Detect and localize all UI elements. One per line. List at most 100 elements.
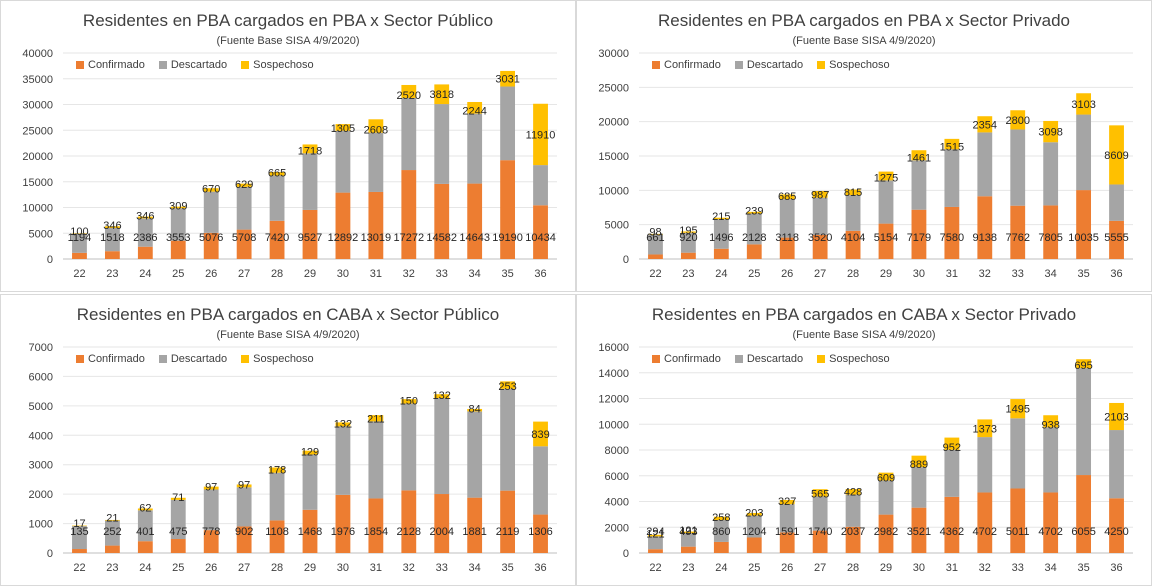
x-tick-label: 30 (913, 268, 925, 280)
y-tick-label: 1000 (29, 519, 53, 531)
bar-confirmado (104, 545, 120, 553)
chart-subtitle: (Fuente Base SISA 4/9/2020) (792, 329, 936, 341)
data-label-confirmado: 2982 (874, 526, 898, 538)
bar-descartado (1043, 142, 1059, 206)
bar-descartado (1109, 184, 1124, 221)
y-tick-label: 20000 (598, 117, 629, 129)
chart-plot: 0 5000 10000 15000 20000 25000 30000 35000 40000… (22, 48, 557, 280)
bar-confirmado (779, 532, 795, 553)
bar-sospechoso (302, 144, 318, 154)
x-tick-label: 27 (814, 268, 826, 280)
bar-descartado (713, 219, 729, 249)
data-label-sospechoso: 11910 (526, 129, 556, 141)
bar-confirmado (170, 539, 186, 553)
bar-confirmado (434, 183, 450, 259)
data-label-confirmado: 17272 (394, 232, 425, 244)
bar-confirmado (713, 541, 729, 553)
data-label-confirmado: 10434 (525, 232, 556, 244)
x-tick-label: 32 (403, 562, 415, 574)
bar-confirmado (203, 232, 219, 259)
x-tick-label: 33 (436, 562, 448, 574)
bar-descartado (878, 180, 894, 224)
x-tick-label: 35 (501, 268, 513, 280)
chart-title: Residentes en PBA cargados en PBA x Sect… (82, 11, 494, 30)
legend-item-descartado: Descartado (734, 353, 803, 365)
x-tick-label: 23 (106, 268, 118, 280)
data-label-confirmado: 4250 (1104, 526, 1128, 538)
bar-sospechoso (1076, 93, 1092, 115)
x-tick-label: 32 (403, 268, 415, 280)
y-tick-label: 10000 (598, 185, 629, 197)
bar-descartado (170, 208, 186, 241)
legend-item-confirmado: Confirmado (76, 59, 145, 71)
y-tick-label: 5000 (29, 228, 53, 240)
bar-sospechoso (170, 497, 186, 500)
data-label-confirmado: 7805 (1038, 232, 1062, 244)
bar-confirmado (467, 183, 483, 259)
data-label-confirmado: 1496 (709, 232, 733, 244)
bar-confirmado (878, 223, 894, 259)
bar-descartado (236, 487, 252, 527)
y-tick-label: 2000 (29, 489, 53, 501)
bar-descartado (137, 218, 153, 247)
bar-confirmado (1109, 220, 1124, 259)
data-label-sospechoso: 2354 (973, 119, 997, 131)
legend-swatch (76, 61, 84, 69)
bar-confirmado (368, 191, 384, 259)
chart-panel-caba-privado: Residentes en PBA cargados en CABA x Sec… (576, 294, 1152, 586)
data-label-confirmado: 3118 (775, 232, 799, 244)
data-label-sospechoso: 327 (778, 496, 796, 508)
y-tick-label: 5000 (29, 401, 53, 413)
data-label-confirmado: 2004 (429, 526, 453, 538)
bar-descartado (434, 104, 450, 184)
x-tick-label: 23 (106, 562, 118, 574)
bar-descartado (746, 213, 762, 245)
data-label-confirmado: 493 (679, 526, 697, 538)
data-label-confirmado: 5154 (874, 232, 898, 244)
bar-sospechoso (203, 188, 219, 192)
data-label-confirmado: 3520 (808, 232, 832, 244)
bar-descartado (170, 499, 186, 540)
legend-item-descartado: Descartado (158, 59, 227, 71)
legend-item-confirmado: Confirmado (652, 353, 721, 365)
bar-confirmado (845, 526, 861, 553)
y-tick-label: 30000 (22, 100, 53, 112)
chart-panel-pba-publico: Residentes en PBA cargados en PBA x Sect… (0, 0, 576, 292)
bar-sospechoso (335, 124, 351, 131)
y-tick-label: 2000 (605, 522, 629, 534)
x-tick-label: 34 (1045, 268, 1057, 280)
legend-swatch (652, 61, 660, 69)
bar-confirmado (434, 494, 450, 553)
data-label-sospechoso: 346 (103, 220, 121, 232)
x-tick-label: 36 (534, 268, 546, 280)
bar-sospechoso (648, 534, 663, 537)
bar-descartado (878, 480, 894, 515)
x-tick-label: 22 (73, 268, 85, 280)
data-label-sospechoso: 309 (169, 200, 187, 212)
y-tick-label: 0 (47, 254, 53, 266)
x-tick-label: 34 (469, 562, 481, 574)
data-label-confirmado: 4104 (841, 232, 865, 244)
bar-confirmado (335, 192, 351, 259)
x-tick-label: 25 (748, 562, 760, 574)
bar-sospechoso (878, 472, 894, 481)
data-label-sospechoso: 2800 (1005, 115, 1029, 127)
bar-sospechoso (269, 467, 285, 473)
bar-descartado (648, 234, 663, 255)
data-label-sospechoso: 889 (910, 459, 928, 471)
data-label-confirmado: 401 (136, 526, 154, 538)
bar-descartado (533, 165, 548, 206)
bar-sospechoso (1076, 359, 1092, 369)
bar-sospechoso (72, 525, 87, 527)
data-label-sospechoso: 71 (172, 492, 184, 504)
data-label-sospechoso: 952 (943, 442, 961, 454)
data-label-sospechoso: 97 (238, 479, 250, 491)
bar-sospechoso (302, 450, 318, 455)
y-tick-label: 4000 (605, 497, 629, 509)
bar-descartado (203, 191, 219, 233)
data-label-confirmado: 3553 (166, 232, 190, 244)
bar-sospechoso (911, 150, 927, 161)
bar-sospechoso (1109, 125, 1124, 185)
x-tick-label: 33 (436, 268, 448, 280)
data-label-confirmado: 2128 (742, 232, 766, 244)
